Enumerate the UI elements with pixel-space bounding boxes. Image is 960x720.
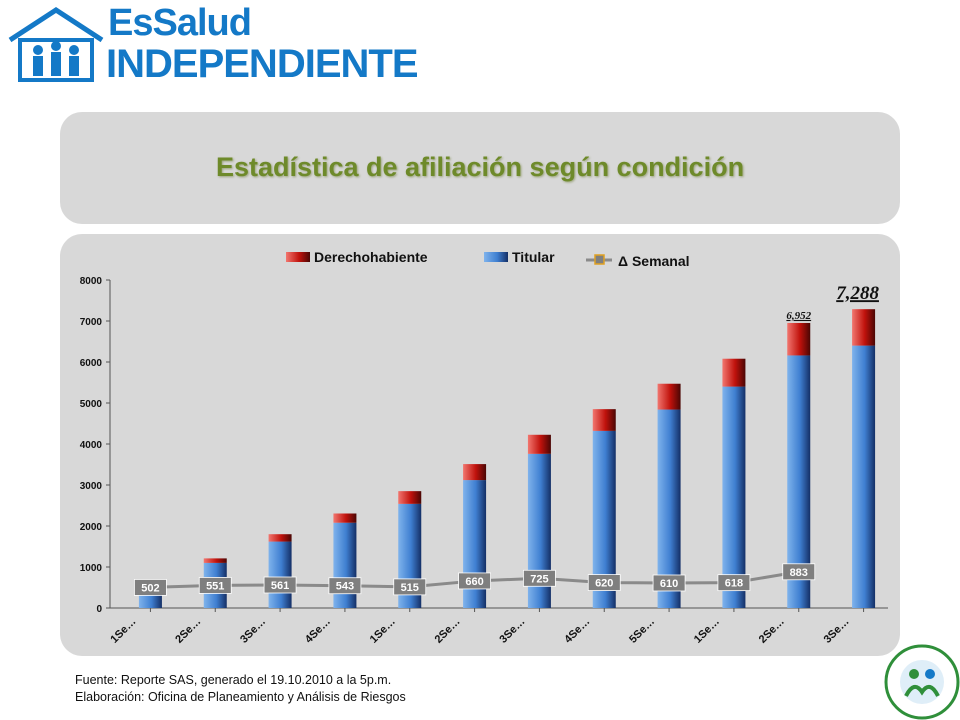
delta-data-label: 620 — [595, 578, 613, 590]
legend-marker-delta — [594, 254, 605, 265]
legend-label-delta-semanal: Δ Semanal — [618, 253, 690, 269]
delta-label-box — [717, 574, 751, 592]
bar-derechohabiente — [852, 309, 876, 346]
x-tick-label: 3Se… — [822, 616, 852, 646]
bar-derechohabiente — [527, 434, 551, 454]
delta-data-label: 551 — [206, 580, 224, 592]
x-tick-label: 1Se… — [368, 616, 398, 646]
legend-label-derechohabiente: Derechohabiente — [314, 249, 428, 265]
house-icon — [8, 7, 104, 82]
legend-label-titular: Titular — [512, 249, 555, 265]
y-tick-label: 8000 — [80, 276, 103, 287]
y-tick-label: 6000 — [80, 358, 103, 369]
bar-derechohabiente — [203, 558, 227, 563]
bar-derechohabiente — [398, 491, 422, 504]
bar-titular — [852, 345, 876, 608]
bar-titular — [787, 355, 811, 608]
y-tick-label: 5000 — [80, 399, 103, 410]
bar-titular — [138, 592, 162, 608]
y-tick-label: 2000 — [80, 522, 103, 533]
legend-swatch-derechohabiente — [286, 252, 310, 262]
delta-data-label: 660 — [465, 576, 483, 588]
chart-panel: 0 1000 2000 3000 4000 5000 6000 7000 8000 1Se… 2Se… — [60, 234, 900, 656]
delta-label-box — [458, 572, 491, 590]
footer: Fuente: Reporte SAS, generado el 19.10.2… — [75, 672, 406, 706]
delta-label-box — [198, 577, 232, 594]
x-tick-label: 1Se… — [108, 616, 138, 646]
x-tick-label: 3Se… — [238, 616, 268, 646]
x-tick-label: 2Se… — [433, 616, 463, 646]
delta-data-label: 725 — [530, 573, 548, 585]
legend-swatch-titular — [484, 252, 508, 262]
page-title: Estadística de afiliación según condició… — [215, 152, 745, 182]
bar-titular — [592, 430, 616, 608]
bar-titular — [722, 386, 746, 608]
brand-subtitle: INDEPENDIENTE — [106, 42, 418, 86]
bar-derechohabiente — [333, 513, 357, 523]
bar-derechohabiente — [657, 383, 681, 410]
title-panel: Estadística de afiliación según condició… — [60, 112, 900, 224]
delta-label-box — [587, 574, 621, 591]
delta-data-label: 618 — [725, 578, 743, 590]
y-tick-label: 4000 — [80, 440, 103, 451]
essalud-logo: EsSalud INDEPENDIENTE — [0, 0, 418, 98]
delta-data-label: 610 — [660, 578, 678, 590]
x-tick-label: 4Se… — [562, 616, 592, 646]
delta-label-box — [523, 569, 556, 587]
delta-data-label: 883 — [790, 567, 808, 579]
brand-name: EsSalud — [108, 2, 252, 44]
aseguramiento-seal — [884, 644, 960, 720]
x-tick-label: 2Se… — [757, 616, 787, 646]
x-tick-label: 3Se… — [497, 616, 527, 646]
y-tick-label: 1000 — [80, 563, 103, 574]
delta-data-label: 515 — [401, 582, 419, 594]
y-tick-label: 0 — [96, 604, 102, 615]
bar-derechohabiente — [592, 409, 616, 431]
delta-label-box — [328, 577, 362, 595]
delta-data-label: 502 — [141, 582, 159, 594]
delta-label-box — [263, 576, 297, 594]
delta-label-box — [393, 578, 427, 596]
total-annotation: 7,288 — [836, 283, 879, 304]
bar-titular — [333, 522, 357, 608]
bar-derechohabiente — [787, 322, 811, 356]
bar-derechohabiente — [463, 464, 487, 481]
bar-derechohabiente — [722, 358, 746, 387]
bar-titular — [527, 453, 551, 608]
total-annotation: 6,952 — [786, 310, 811, 322]
delta-label-box — [134, 579, 167, 596]
bar-derechohabiente — [268, 534, 292, 542]
delta-label-box — [652, 574, 686, 592]
bar-titular — [657, 409, 681, 608]
x-tick-label: 5Se… — [627, 616, 657, 646]
x-tick-label: 4Se… — [303, 616, 333, 646]
source-note: Fuente: Reporte SAS, generado el 19.10.2… — [75, 673, 392, 687]
delta-label-box — [782, 563, 816, 581]
y-tick-label: 7000 — [80, 317, 103, 328]
delta-data-label: 543 — [336, 581, 354, 593]
x-tick-label: 2Se… — [173, 616, 203, 646]
delta-data-label: 561 — [271, 580, 289, 592]
bar-titular — [268, 541, 292, 608]
affiliation-chart: 0 1000 2000 3000 4000 5000 6000 7000 8000 1Se… 2Se… — [80, 249, 888, 646]
x-tick-label: 1Se… — [692, 616, 722, 646]
credit-note: Elaboración: Oficina de Planeamiento y A… — [75, 690, 406, 704]
y-tick-label: 3000 — [80, 481, 103, 492]
